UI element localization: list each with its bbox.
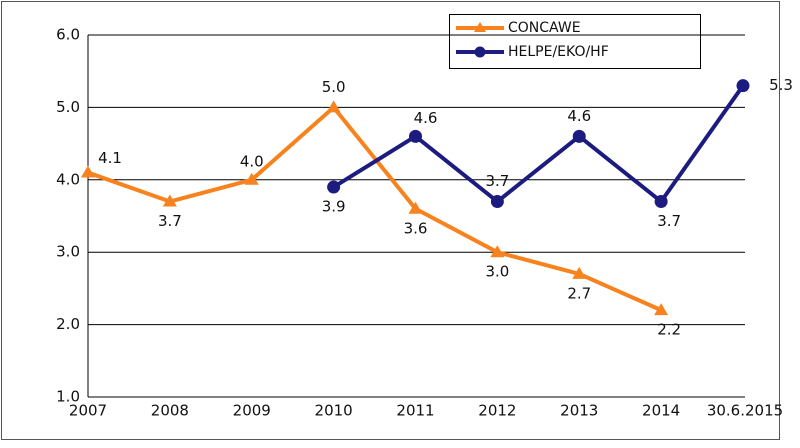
point-marker xyxy=(736,79,750,93)
point-marker xyxy=(490,245,505,258)
point-marker xyxy=(654,195,668,209)
y-tick-label: 1.0 xyxy=(56,388,80,406)
point-marker xyxy=(81,165,95,178)
data-label: 3.7 xyxy=(158,212,182,230)
point-marker xyxy=(327,180,341,194)
point-marker xyxy=(409,129,422,143)
chart-frame xyxy=(1,1,780,440)
series-line xyxy=(332,84,745,204)
point-marker xyxy=(326,100,341,113)
y-tick-label: 4.0 xyxy=(56,170,80,188)
x-tick-label: 2007 xyxy=(69,402,107,420)
data-label: 3.7 xyxy=(657,212,681,230)
data-label: 2.2 xyxy=(657,321,681,339)
data-label: 4.6 xyxy=(567,107,591,125)
series-line xyxy=(87,105,662,312)
data-label: 5.3 xyxy=(769,76,793,94)
y-tick-label: 6.0 xyxy=(56,26,80,44)
legend-label: HELPE/EKO/HF xyxy=(508,44,609,60)
x-tick-label: 2014 xyxy=(642,402,680,420)
x-tick-label: 2011 xyxy=(396,402,434,420)
data-label: 4.0 xyxy=(240,152,264,170)
point-marker xyxy=(408,201,423,214)
legend: CONCAWE HELPE/EKO/HF xyxy=(449,14,701,69)
point-marker xyxy=(572,129,586,143)
legend-marker xyxy=(474,22,486,32)
point-marker xyxy=(572,266,587,279)
x-tick-label: 2009 xyxy=(233,402,271,420)
data-label: 4.6 xyxy=(414,109,438,127)
data-label: 5.0 xyxy=(322,78,346,96)
x-tick-label: 2012 xyxy=(478,402,516,420)
data-label: 4.1 xyxy=(98,149,122,167)
data-label: 3.9 xyxy=(322,198,346,216)
data-label: 3.7 xyxy=(485,172,509,190)
data-label: 3.0 xyxy=(485,263,509,281)
point-marker xyxy=(490,195,504,209)
y-tick-label: 2.0 xyxy=(56,315,80,333)
point-marker xyxy=(244,172,259,185)
x-tick-label: 2013 xyxy=(560,402,598,420)
data-label: 3.6 xyxy=(404,219,428,237)
point-marker xyxy=(162,194,177,207)
legend-marker xyxy=(474,46,486,58)
x-tick-label: 30.6.2015 xyxy=(707,402,783,420)
x-tick-label: 2010 xyxy=(315,402,353,420)
legend-label: CONCAWE xyxy=(508,20,581,36)
data-label: 2.7 xyxy=(567,284,591,302)
y-tick-label: 5.0 xyxy=(56,98,80,116)
point-marker xyxy=(654,303,669,316)
legend-box xyxy=(449,14,701,69)
y-tick-label: 3.0 xyxy=(56,243,80,261)
x-tick-label: 2008 xyxy=(151,402,189,420)
